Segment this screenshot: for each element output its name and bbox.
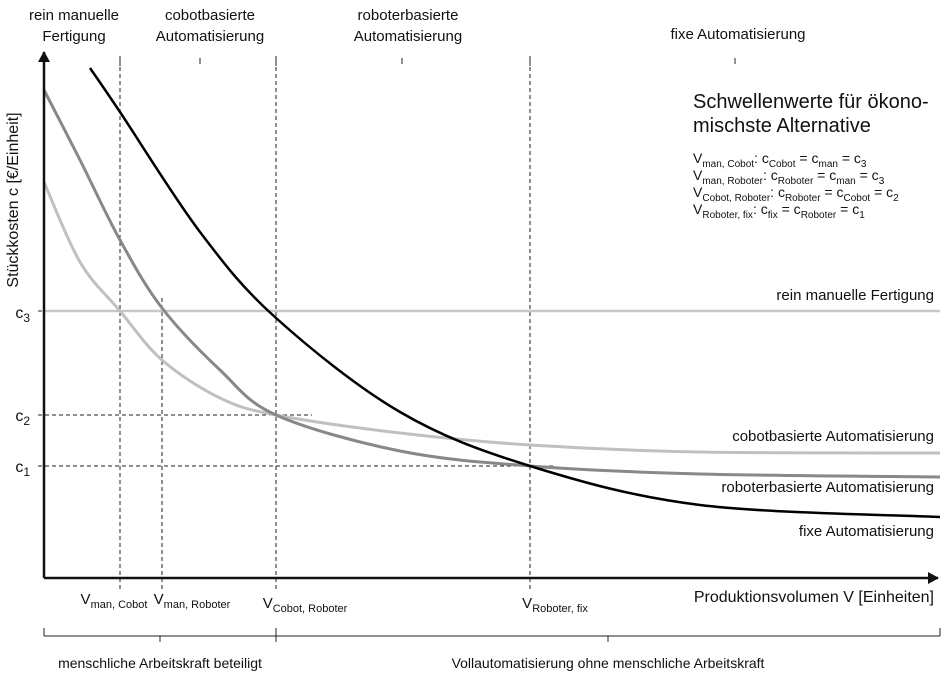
guides: [38, 60, 556, 590]
text-part: c: [15, 305, 23, 322]
bottom-bracket: [43, 628, 941, 642]
region-label: fixe Automatisierung: [670, 26, 805, 43]
text-part: c: [15, 459, 23, 476]
text-part: : c: [763, 167, 778, 183]
curve-label: fixe Automatisierung: [799, 523, 934, 540]
region-label: Automatisierung: [354, 28, 462, 45]
text-part: = c: [796, 150, 819, 166]
curve-label: cobotbasierte Automatisierung: [732, 428, 934, 445]
curves: [42, 67, 941, 519]
curve-label: rein manuelle Fertigung: [776, 287, 934, 304]
text-part: : c: [754, 150, 769, 166]
box-title: mischste Alternative: [693, 115, 871, 137]
text-part: V: [693, 150, 703, 166]
subscript: fix: [768, 210, 778, 221]
region-label: roboterbasierte: [358, 7, 459, 24]
text-part: = c: [856, 167, 879, 183]
marker-label: VCobot, Roboter: [263, 595, 348, 615]
subscript: 3: [23, 311, 30, 325]
text-part: = c: [870, 184, 893, 200]
curve-label: roboterbasierte Automatisierung: [721, 479, 934, 496]
text-part: : c: [770, 184, 785, 200]
text-part: V: [693, 201, 703, 217]
subscript: Roboter: [778, 176, 814, 187]
text-part: V: [693, 184, 703, 200]
curve: [88, 67, 941, 519]
top-ticks: [119, 56, 736, 66]
subscript: man, Cobot: [91, 599, 148, 611]
group-label: Vollautomatisierung ohne menschliche Arb…: [452, 655, 765, 671]
subscript: 1: [23, 465, 30, 479]
subscript: Roboter, fix: [702, 210, 753, 221]
text-part: V: [263, 595, 273, 612]
subscript: 2: [893, 193, 899, 204]
marker-label: Vman, Roboter: cRoboter = cman = c3: [693, 167, 885, 187]
subscript: Cobot: [769, 159, 796, 170]
group-label: menschliche Arbeitskraft beteiligt: [58, 655, 262, 671]
region-label: Fertigung: [42, 28, 105, 45]
text-part: c: [15, 408, 23, 425]
region-label: Automatisierung: [156, 28, 264, 45]
text-part: V: [522, 595, 532, 612]
text-part: V: [81, 591, 91, 608]
marker-label: VRoboter, fix: [522, 595, 588, 615]
text-part: V: [154, 591, 164, 608]
subscript: 2: [23, 414, 30, 428]
curve: [42, 89, 941, 479]
marker-label: VCobot, Roboter: cRoboter = cCobot = c2: [693, 184, 899, 204]
x-axis-label: Produktionsvolumen V [Einheiten]: [694, 589, 934, 606]
text-part: = c: [813, 167, 836, 183]
subscript: 3: [879, 176, 885, 187]
text-part: = c: [838, 150, 861, 166]
text-part: V: [693, 167, 703, 183]
subscript: man, Roboter: [164, 599, 231, 611]
marker-label: c2: [15, 408, 30, 428]
text-part: : c: [753, 201, 768, 217]
subscript: 1: [859, 210, 865, 221]
box-title: Schwellenwerte für ökono-: [693, 91, 929, 113]
subscript: man: [836, 176, 855, 187]
marker-label: VRoboter, fix: cfix = cRoboter = c1: [693, 201, 865, 221]
marker-label: c1: [15, 459, 30, 479]
subscript: Cobot: [844, 193, 871, 204]
subscript: Roboter: [801, 210, 837, 221]
y-axis-label: Stückkosten c [€/Einheit]: [5, 112, 22, 287]
subscript: man, Cobot: [702, 159, 754, 170]
text-part: = c: [836, 201, 859, 217]
marker-label: Vman, Cobot: [81, 591, 148, 611]
marker-label: Vman, Cobot: cCobot = cman = c3: [693, 150, 867, 170]
subscript: Roboter, fix: [532, 603, 588, 615]
subscript: man: [818, 159, 837, 170]
text-part: = c: [778, 201, 801, 217]
text-part: = c: [821, 184, 844, 200]
subscript: man, Roboter: [702, 176, 763, 187]
marker-label: c3: [15, 305, 30, 325]
subscript: Roboter: [785, 193, 821, 204]
subscript: Cobot, Roboter: [273, 603, 348, 615]
subscript: Cobot, Roboter: [702, 193, 770, 204]
region-label: rein manuelle: [29, 7, 119, 24]
region-label: cobotbasierte: [165, 7, 255, 24]
curve: [42, 181, 941, 455]
marker-label: Vman, Roboter: [154, 591, 231, 611]
subscript: 3: [861, 159, 867, 170]
